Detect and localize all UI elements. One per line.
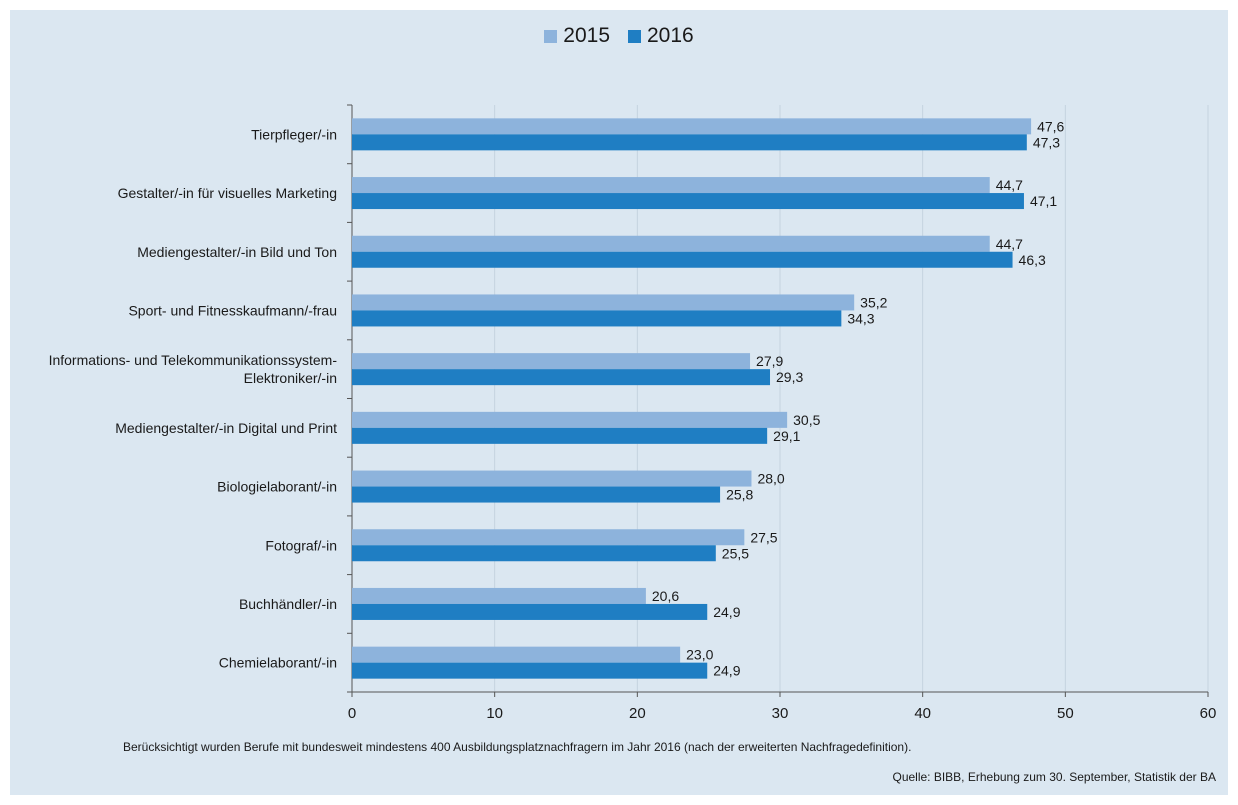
category-label: Gestalter/-in für visuelles Marketing	[118, 185, 337, 201]
data-label-2015: 27,5	[750, 529, 777, 545]
bar-2016	[352, 545, 716, 562]
category-label: Buchhändler/-in	[239, 596, 337, 612]
legend-swatch-2015	[544, 29, 558, 43]
bar-2015	[352, 587, 646, 604]
data-label-2015: 44,7	[996, 236, 1023, 252]
bar-2016	[352, 369, 771, 386]
legend-label-2016: 2016	[647, 24, 694, 47]
legend-swatch-2016	[628, 29, 641, 43]
category-label: Sport- und Fitnesskaufmann/-frau	[128, 302, 337, 318]
data-label-2016: 47,1	[1030, 193, 1057, 209]
data-label-2016: 29,3	[776, 369, 803, 385]
bar-2015	[352, 470, 752, 487]
bar-2016	[352, 310, 842, 327]
category-label: Mediengestalter/-in Bild und Ton	[137, 244, 337, 260]
data-label-2016: 24,9	[713, 663, 740, 679]
x-tick-label: 50	[1057, 705, 1074, 722]
bar-2016	[352, 486, 721, 503]
category-label: Fotograf/-in	[265, 537, 337, 553]
legend-item-2015: 2015	[544, 24, 610, 48]
bar-2015	[352, 353, 751, 370]
bar-2016	[352, 134, 1027, 151]
category-label: Elektroniker/-in	[244, 370, 337, 386]
bar-2016	[352, 427, 768, 444]
data-label-2016: 25,8	[726, 487, 753, 503]
bar-2016	[352, 603, 708, 620]
bar-2015	[352, 529, 745, 546]
data-label-2015: 44,7	[996, 177, 1023, 193]
legend: 2015 2016	[0, 24, 1238, 48]
category-label: Mediengestalter/-in Digital und Print	[115, 420, 337, 436]
data-label-2016: 24,9	[713, 604, 740, 620]
bar-2015	[352, 235, 990, 252]
data-label-2016: 46,3	[1019, 252, 1046, 268]
bar-2016	[352, 662, 708, 679]
legend-item-2016: 2016	[628, 24, 694, 48]
bar-2015	[352, 294, 855, 311]
data-label-2016: 25,5	[722, 545, 749, 561]
data-label-2015: 23,0	[686, 647, 713, 663]
data-label-2015: 20,6	[652, 588, 679, 604]
category-label: Informations- und Telekommunikationssyst…	[49, 352, 338, 368]
data-label-2015: 47,6	[1037, 118, 1064, 134]
data-label-2015: 27,9	[756, 353, 783, 369]
x-tick-label: 30	[772, 705, 789, 722]
x-tick-label: 20	[629, 705, 646, 722]
data-label-2015: 35,2	[860, 294, 887, 310]
bar-2015	[352, 118, 1032, 135]
bar-2016	[352, 251, 1013, 268]
source-note: Quelle: BIBB, Erhebung zum 30. September…	[892, 770, 1216, 784]
data-label-2016: 47,3	[1033, 134, 1060, 150]
data-label-2016: 29,1	[773, 428, 800, 444]
data-label-2016: 34,3	[847, 310, 874, 326]
legend-label-2015: 2015	[563, 24, 610, 47]
category-label: Tierpfleger/-in	[251, 126, 337, 142]
x-tick-label: 60	[1200, 705, 1217, 722]
category-label: Biologielaborant/-in	[217, 479, 337, 495]
x-tick-label: 10	[486, 705, 503, 722]
bar-2015	[352, 177, 990, 194]
bar-2015	[352, 646, 681, 663]
footnote: Berücksichtigt wurden Berufe mit bundesw…	[123, 740, 912, 754]
data-label-2015: 28,0	[757, 471, 784, 487]
x-tick-label: 40	[914, 705, 931, 722]
bar-2015	[352, 411, 788, 428]
bar-2016	[352, 193, 1024, 210]
category-label: Chemielaborant/-in	[219, 655, 337, 671]
data-label-2015: 30,5	[793, 412, 820, 428]
x-tick-label: 0	[348, 705, 356, 722]
